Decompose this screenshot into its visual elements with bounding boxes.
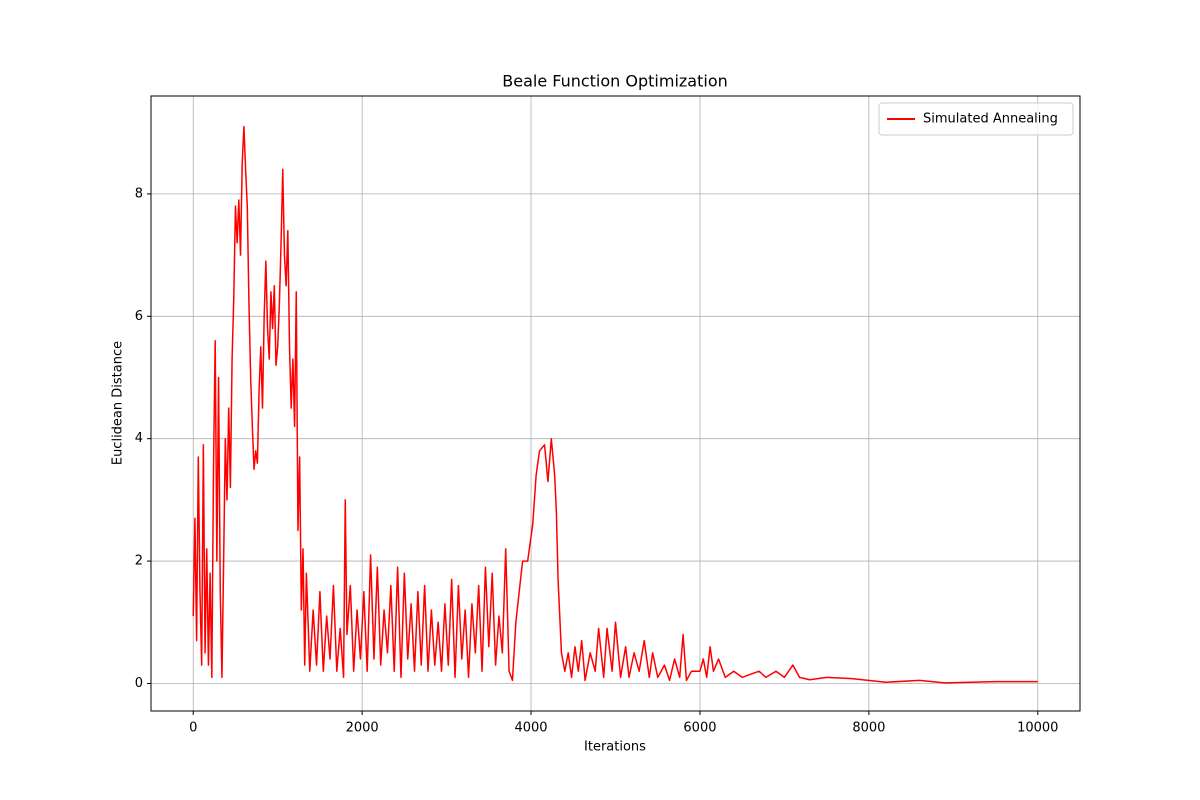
y-tick-label: 6	[135, 309, 143, 324]
legend-box	[878, 102, 1074, 136]
x-tick-label: 4000	[514, 721, 547, 736]
y-tick-label: 0	[135, 676, 143, 691]
legend-label: Simulated Annealing	[923, 112, 1058, 127]
data-line	[192, 125, 1038, 684]
x-tick-label: 0	[189, 721, 197, 736]
plot-frame	[150, 95, 1081, 712]
y-tick-label: 8	[135, 186, 143, 201]
y-tick-label: 4	[135, 431, 143, 446]
x-tick-label: 8000	[852, 721, 885, 736]
y-tick-label: 2	[135, 554, 143, 569]
chart-title: Beale Function Optimization	[502, 72, 728, 91]
x-axis-label: Iterations	[584, 740, 646, 755]
x-tick-label: 2000	[346, 721, 379, 736]
x-tick-label: 10000	[1017, 721, 1058, 736]
x-tick-label: 6000	[683, 721, 716, 736]
y-axis-label: Euclidean Distance	[111, 341, 126, 465]
